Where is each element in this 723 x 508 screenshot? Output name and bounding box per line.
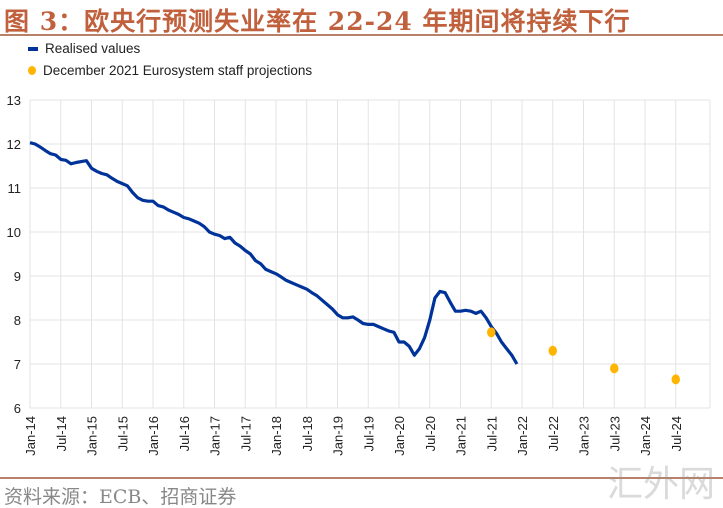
x-tick-label: Jul-15 xyxy=(115,416,130,451)
x-tick-label: Jul-18 xyxy=(300,416,315,451)
x-tick-label: Jan-24 xyxy=(638,416,653,456)
projection-point xyxy=(671,374,680,385)
legend-item-projections: December 2021 Eurosystem staff projectio… xyxy=(28,63,312,78)
x-tick-label: Jan-19 xyxy=(331,416,346,456)
legend-item-realised: Realised values xyxy=(28,41,140,56)
y-tick-label: 8 xyxy=(14,313,21,328)
figure-title: 图 3：欧央行预测失业率在 22-24 年期间将持续下行 xyxy=(4,7,631,36)
y-tick-label: 6 xyxy=(14,401,21,416)
x-tick-label: Jul-16 xyxy=(177,416,192,451)
legend-line-swatch xyxy=(28,46,38,51)
y-tick-label: 12 xyxy=(7,137,21,152)
x-tick-label: Jan-18 xyxy=(269,416,284,456)
realised-values-line xyxy=(29,141,519,365)
x-tick-label: Jan-14 xyxy=(23,416,38,456)
projection-point xyxy=(548,345,557,356)
y-tick-label: 11 xyxy=(8,181,22,196)
projection-point xyxy=(610,363,619,374)
legend-label: December 2021 Eurosystem staff projectio… xyxy=(43,63,313,78)
x-tick-label: Jul-14 xyxy=(54,416,69,451)
watermark: 汇外网 xyxy=(606,464,715,505)
source-note: 资料来源：ECB、招商证券 xyxy=(4,486,237,508)
x-tick-label: Jul-22 xyxy=(546,416,561,451)
x-tick-label: Jan-22 xyxy=(515,416,530,456)
y-tick-label: 7 xyxy=(14,357,21,372)
x-tick-label: Jan-21 xyxy=(454,416,469,456)
title-divider xyxy=(0,34,723,36)
x-tick-label: Jan-20 xyxy=(392,416,407,456)
y-tick-label: 10 xyxy=(7,225,21,240)
x-tick-label: Jul-17 xyxy=(238,416,253,451)
x-tick-label: Jul-23 xyxy=(607,416,622,451)
y-tick-label: 13 xyxy=(7,93,21,108)
x-tick-label: Jul-24 xyxy=(669,416,684,451)
x-tick-label: Jan-17 xyxy=(208,416,223,456)
x-tick-label: Jul-19 xyxy=(361,416,376,451)
x-tick-label: Jul-21 xyxy=(484,416,499,451)
x-tick-label: Jan-23 xyxy=(577,416,592,456)
x-tick-label: Jul-20 xyxy=(423,416,438,451)
source-divider xyxy=(0,477,723,479)
legend-label: Realised values xyxy=(45,41,141,56)
y-tick-label: 9 xyxy=(14,269,21,284)
x-tick-label: Jan-15 xyxy=(85,416,100,456)
legend-dot-swatch xyxy=(28,66,36,75)
x-tick-label: Jan-16 xyxy=(146,416,161,456)
projection-point xyxy=(487,327,496,338)
